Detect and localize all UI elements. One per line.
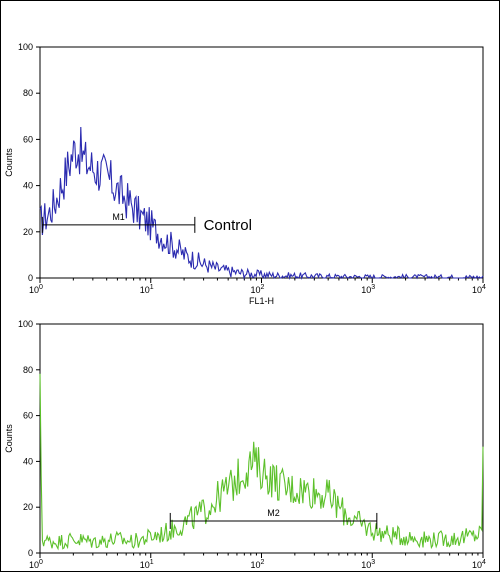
annotation-control: Control bbox=[204, 217, 252, 234]
y-tick-label: 40 bbox=[23, 181, 33, 191]
x-tick-label: 102 bbox=[251, 284, 265, 295]
gate-label: M1 bbox=[112, 212, 125, 222]
x-tick-label: 101 bbox=[140, 284, 154, 295]
x-tick-label: 104 bbox=[472, 559, 486, 570]
y-tick-label: 60 bbox=[23, 411, 33, 421]
gate-label: M2 bbox=[267, 508, 280, 518]
x-tick-label: 100 bbox=[29, 284, 43, 295]
x-tick-label: 103 bbox=[361, 284, 375, 295]
x-tick-exponent: 3 bbox=[371, 559, 375, 566]
gate-m1: M1 bbox=[41, 212, 196, 233]
x-tick-label: 104 bbox=[472, 284, 486, 295]
x-tick-exponent: 0 bbox=[39, 559, 43, 566]
y-axis-label-control: Counts bbox=[4, 148, 14, 177]
series-group-control bbox=[39, 126, 484, 281]
x-tick-label: 103 bbox=[361, 559, 375, 570]
y-tick-label: 0 bbox=[28, 273, 33, 283]
y-tick-label: 40 bbox=[23, 456, 33, 466]
gate-m2: M2 bbox=[169, 508, 378, 529]
histogram-series bbox=[39, 126, 484, 281]
x-tick-exponent: 1 bbox=[150, 559, 154, 566]
x-tick-exponent: 0 bbox=[39, 284, 43, 291]
x-tick-exponent: 1 bbox=[150, 284, 154, 291]
plot-area-sample bbox=[39, 323, 484, 554]
y-tick-label: 80 bbox=[23, 88, 33, 98]
series-group-sample bbox=[39, 373, 484, 551]
y-tick-label: 0 bbox=[28, 548, 33, 558]
y-tick-label: 60 bbox=[23, 134, 33, 144]
x-tick-exponent: 2 bbox=[261, 559, 265, 566]
x-tick-exponent: 3 bbox=[371, 284, 375, 291]
y-tick-label: 100 bbox=[18, 319, 33, 329]
y-axis-label-sample: Counts bbox=[4, 424, 14, 453]
y-tick-label: 100 bbox=[18, 42, 33, 52]
x-tick-exponent: 4 bbox=[482, 559, 486, 566]
y-tick-label: 20 bbox=[23, 227, 33, 237]
x-tick-label: 101 bbox=[140, 559, 154, 570]
x-tick-exponent: 4 bbox=[482, 284, 486, 291]
x-tick-label: 100 bbox=[29, 559, 43, 570]
y-tick-label: 80 bbox=[23, 365, 33, 375]
x-axis-label-control: FL1-H bbox=[249, 296, 274, 306]
y-tick-label: 20 bbox=[23, 502, 33, 512]
x-tick-label: 102 bbox=[251, 559, 265, 570]
histogram-series bbox=[39, 373, 484, 551]
x-tick-exponent: 2 bbox=[261, 284, 265, 291]
